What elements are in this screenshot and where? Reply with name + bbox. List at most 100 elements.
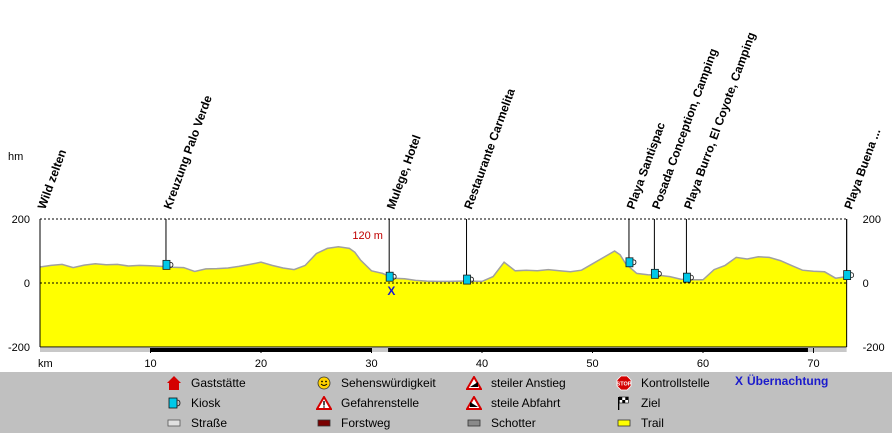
waypoint: Wild zelten: [35, 147, 70, 211]
kiosk-icon: [385, 271, 397, 282]
x-axis-label: km: [38, 358, 53, 370]
kiosk-icon: [165, 395, 183, 411]
svg-text:STOP: STOP: [617, 381, 632, 387]
legend-label: Forstweg: [341, 416, 391, 430]
restaurant-icon: [165, 375, 183, 391]
smiley-icon: [315, 375, 333, 391]
kiosk-handle: [393, 273, 397, 280]
overnight-symbol: X: [735, 374, 744, 388]
y-tick-label-left: 0: [24, 278, 30, 290]
x-tick-label: 40: [476, 358, 488, 370]
kiosk-handle: [169, 261, 174, 268]
surface-segment: [807, 348, 847, 352]
stop-icon: STOP: [615, 375, 633, 391]
legend-label: Gefahrenstelle: [341, 396, 420, 410]
axis-ticks: 200 200 0 0 -200 -200 10 20 30 40 50 60 70: [8, 214, 885, 370]
kiosk-cup: [650, 268, 659, 279]
surface-segment: [388, 348, 808, 352]
surface-segment: [371, 348, 389, 352]
overnight-marker: X: [387, 284, 395, 298]
steep-descent-icon: [465, 395, 483, 411]
waypoint: Playa Buena ...: [841, 127, 883, 281]
legend-item: steile Abfahrt: [465, 394, 560, 412]
y-tick-label-right: 0: [863, 278, 869, 290]
legend-item: Trail: [615, 414, 664, 432]
kiosk-icon: [625, 257, 637, 268]
forest-road-swatch-icon: [315, 415, 333, 431]
y-tick-label-left: 200: [12, 214, 30, 226]
kiosk-icon: [463, 274, 474, 285]
legend-label: Kontrollstelle: [641, 376, 710, 390]
kiosk-handle: [632, 259, 637, 266]
kiosk-icon: [843, 270, 855, 281]
kiosk-handle: [850, 272, 855, 278]
kiosk-cup: [625, 257, 634, 268]
legend-item: STOP Kontrollstelle: [615, 374, 710, 392]
kiosk-cup: [843, 270, 852, 281]
grid-layer: [39, 218, 848, 348]
kiosk-handle: [658, 270, 662, 277]
waypoint: Mulege, Hotel: [384, 133, 424, 282]
kiosk-cup: [683, 272, 691, 283]
legend-item: steiler Anstieg: [465, 374, 566, 392]
legend-item: Schotter: [465, 414, 536, 432]
legend-label: Kiosk: [191, 396, 221, 410]
y-axis-label: hm: [8, 151, 23, 163]
legend-overnight: X Übernachtung: [735, 372, 828, 390]
elevation-line: [39, 246, 847, 283]
kiosk-cup: [385, 271, 394, 282]
kiosk-handle: [690, 274, 694, 281]
waypoint-label: Wild zelten: [35, 147, 70, 211]
y-tick-label-left: -200: [8, 342, 30, 354]
legend-label: Trail: [641, 416, 664, 430]
gravel-swatch-icon: [465, 415, 483, 431]
legend-label: steiler Anstieg: [491, 376, 566, 390]
legend-item: Ziel: [615, 394, 660, 412]
steep-climb-icon: [465, 375, 483, 391]
elevation-area: [40, 246, 847, 283]
legend-label: Sehenswürdigkeit: [341, 376, 436, 390]
waypoint: Restaurante Carmelita: [461, 86, 518, 285]
y-tick-label-right: -200: [863, 342, 885, 354]
x-tick-label: 60: [697, 358, 709, 370]
waypoint: Playa Burro, El Coyote, Camping: [681, 30, 758, 283]
legend-label: Ziel: [641, 396, 661, 410]
x-tick-label: 30: [365, 358, 377, 370]
legend: Gaststätte Kiosk Straße Sehenswürdigkeit Gef…: [0, 372, 892, 433]
legend-item: Sehenswürdigkeit: [315, 374, 436, 392]
legend-item: Gaststätte: [165, 374, 246, 392]
x-tick-label: 50: [586, 358, 598, 370]
kiosk-cup: [463, 274, 471, 285]
waypoint-label: Playa Buena ...: [841, 127, 883, 211]
legend-label: Straße: [191, 416, 228, 430]
surface-segment: [40, 348, 151, 352]
kiosk-icon: [683, 272, 694, 283]
elevation-area-layer: [39, 246, 847, 347]
legend-label: Schotter: [491, 416, 536, 430]
road-swatch-icon: [165, 415, 183, 431]
trail-below-zero-fill: [40, 283, 847, 347]
kiosk-icon: [162, 259, 174, 270]
surface-bar: [40, 348, 847, 352]
overnight-label: Übernachtung: [747, 374, 829, 388]
elevation-profile-chart: 200 200 0 0 -200 -200 10 20 30 40 50 60 70 Wild zelt…: [8, 30, 885, 370]
elevation-annotation: 120 m: [352, 230, 383, 242]
legend-item: Gefahrenstelle: [315, 394, 419, 412]
kiosk-icon: [650, 268, 662, 279]
x-tick-label: 70: [807, 358, 819, 370]
legend-item: Straße: [165, 414, 227, 432]
kiosk-cup: [162, 259, 171, 270]
legend-item: Forstweg: [315, 414, 390, 432]
waypoint: Kreuzung Palo Verde: [161, 93, 215, 270]
finish-flag-icon: [615, 395, 633, 411]
danger-icon: [315, 395, 333, 411]
legend-label: steile Abfahrt: [491, 396, 561, 410]
kiosk-handle: [470, 276, 474, 283]
waypoint-label: Mulege, Hotel: [384, 133, 424, 211]
legend-item: Kiosk: [165, 394, 220, 412]
trail-swatch-icon: [615, 415, 633, 431]
waypoint-label: Kreuzung Palo Verde: [161, 93, 215, 211]
legend-label: Gaststätte: [191, 376, 246, 390]
waypoint-label: Restaurante Carmelita: [461, 86, 518, 211]
y-tick-label-right: 200: [863, 214, 881, 226]
